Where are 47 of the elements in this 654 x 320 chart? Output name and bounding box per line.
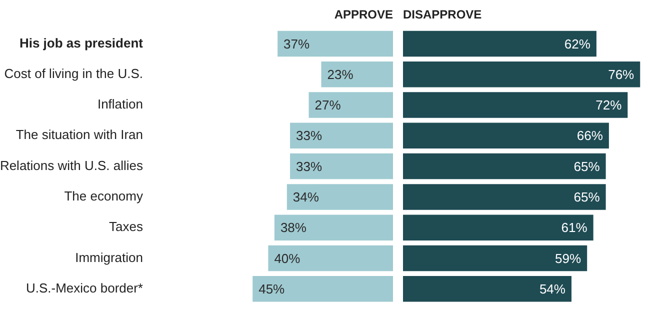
data-label: 27% [314, 98, 342, 113]
data-label: 65% [574, 190, 600, 205]
data-label: 33% [296, 128, 322, 144]
bar [278, 30, 393, 57]
bar [403, 92, 628, 118]
data-label: 66% [576, 128, 604, 144]
y-tick-label: Taxes [109, 219, 144, 234]
data-label: 33% [296, 158, 322, 174]
y-tick-label: Relations with U.S. allies [0, 158, 144, 173]
y-tick-label: His job as president [19, 35, 144, 50]
y-tick-label: Inflation [97, 96, 143, 112]
y-tick-label: The situation with Iran [16, 127, 143, 142]
data-label: 45% [258, 281, 286, 296]
bar [403, 276, 572, 302]
data-label: 34% [292, 190, 320, 205]
bar [286, 184, 393, 210]
data-label: 59% [555, 250, 582, 266]
data-label: 65% [574, 158, 600, 174]
bar [403, 184, 606, 210]
bar [252, 276, 393, 302]
y-tick-label: The economy [64, 188, 144, 204]
data-label: 38% [280, 220, 307, 236]
bar [403, 30, 596, 57]
data-label: 72% [596, 98, 622, 113]
y-tick-label: Immigration [75, 250, 143, 265]
data-label: 37% [284, 36, 310, 52]
data-label: 76% [608, 66, 635, 82]
y-tick-label: U.S.-Mexico border* [26, 280, 143, 296]
chart-title: DISAPPROVE [403, 8, 482, 22]
data-label: 40% [274, 250, 301, 266]
bar [403, 153, 606, 180]
chart-title: APPROVE [334, 8, 393, 22]
y-tick-label: Cost of living in the U.S. [4, 66, 143, 81]
bar [290, 122, 393, 149]
bar [274, 214, 393, 240]
bar [403, 61, 640, 88]
bar [308, 92, 393, 118]
data-label: 61% [561, 220, 588, 236]
data-label: 62% [564, 36, 591, 52]
data-label: 54% [539, 281, 566, 296]
bar [268, 245, 393, 272]
bar [290, 153, 393, 180]
bar [403, 245, 588, 272]
bar [403, 214, 594, 240]
bar [403, 122, 609, 149]
data-label: 23% [327, 66, 354, 82]
bar [321, 61, 393, 88]
